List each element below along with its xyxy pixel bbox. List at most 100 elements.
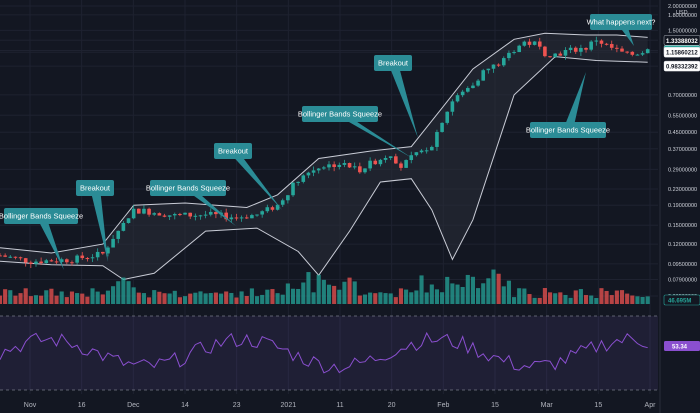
candle — [131, 208, 136, 219]
candle — [630, 51, 635, 55]
time-tick-label: 16 — [78, 402, 86, 409]
candle — [172, 214, 177, 216]
candle — [255, 214, 259, 216]
candle — [615, 47, 619, 49]
volume-bar — [378, 292, 383, 304]
callout-label: Bollinger Bands Squeeze — [146, 184, 230, 193]
price-tick-label: 1.80000000 — [668, 13, 697, 19]
callout-box — [150, 180, 226, 196]
volume-bar — [455, 284, 460, 304]
candle — [8, 256, 13, 258]
candle — [208, 211, 213, 215]
candle — [291, 182, 295, 196]
price-tick-label: 0.23000000 — [668, 187, 697, 193]
volume-bar — [126, 281, 131, 304]
candle — [54, 261, 59, 263]
volume-bar — [326, 284, 332, 304]
volume-bar — [224, 291, 229, 304]
callout-box — [590, 14, 652, 30]
candle — [486, 68, 491, 71]
candle — [584, 47, 588, 50]
volume-bar — [23, 288, 28, 304]
candle — [517, 45, 522, 53]
candle — [111, 238, 115, 248]
candle — [625, 51, 629, 53]
volume-bar — [290, 288, 296, 304]
callout-box — [374, 55, 412, 71]
candle — [239, 217, 244, 219]
volume-bar — [239, 291, 244, 304]
callout-box — [76, 180, 114, 196]
callout-label: Bollinger Bands Squeeze — [298, 110, 382, 119]
volume-bar — [280, 294, 285, 304]
volume-bar — [496, 273, 501, 304]
time-axis[interactable]: Nov 16 Dec 14 23 2021 11 20 Feb 15 Mar 15 Apr — [24, 402, 656, 409]
volume-bar — [141, 293, 146, 304]
volume-bar — [162, 293, 167, 304]
volume-bar — [404, 289, 409, 304]
candle — [178, 214, 182, 216]
candle — [23, 258, 28, 263]
candle — [34, 261, 38, 264]
volume-bar — [409, 292, 414, 304]
volume-bar — [311, 292, 316, 304]
volume-bar — [244, 295, 249, 304]
volume-bar — [44, 290, 49, 304]
candle — [543, 46, 547, 57]
candle — [507, 52, 511, 59]
candle — [260, 211, 264, 215]
candle — [620, 48, 624, 52]
price-tick-label: 0.15000000 — [668, 223, 697, 229]
volume-bar — [465, 274, 470, 304]
candle — [0, 255, 2, 257]
volume-bar — [542, 288, 547, 304]
candle — [183, 212, 187, 215]
candle — [116, 230, 121, 239]
volume-bar — [645, 296, 650, 304]
callout-pointer — [228, 151, 282, 210]
volume-bar — [229, 292, 234, 304]
candle — [471, 85, 475, 89]
volume-bar — [301, 282, 306, 304]
volume-bar — [429, 284, 434, 304]
candle — [640, 53, 645, 55]
candle — [548, 56, 552, 58]
callout-pointer — [90, 188, 108, 262]
candle — [430, 146, 434, 151]
callout-box — [530, 122, 606, 138]
rsi-line — [0, 331, 648, 374]
volume-bar — [553, 293, 558, 304]
price-tick-label: 0.70000000 — [668, 93, 697, 99]
candle — [306, 172, 311, 176]
volume-bar — [506, 280, 511, 304]
candle — [594, 40, 599, 42]
candle — [280, 200, 285, 205]
volume-bar — [157, 291, 162, 304]
callout-label: Bollinger Bands Squeeze — [526, 126, 610, 135]
callout-box — [214, 143, 252, 159]
callout-label: Breakout — [80, 184, 111, 193]
volume-bar — [558, 292, 563, 304]
volume-bar — [0, 295, 3, 304]
volume-bar — [95, 291, 100, 304]
candle — [126, 218, 131, 223]
volume-label-box — [663, 294, 700, 306]
time-tick-label: 23 — [233, 402, 241, 409]
volume-bar — [476, 288, 481, 304]
volume-bar — [208, 293, 213, 304]
volume-bar — [388, 293, 393, 304]
candle — [275, 204, 280, 210]
volume-bar — [59, 291, 64, 304]
volume-bar — [362, 294, 368, 304]
candle — [90, 257, 95, 259]
time-tick-label: 2021 — [281, 402, 297, 409]
volume-bar — [332, 285, 337, 304]
volume-bar — [440, 292, 445, 304]
candle — [404, 160, 408, 168]
candle — [373, 160, 378, 165]
volume-bar — [54, 295, 59, 304]
volume-bar — [532, 297, 537, 304]
candle — [440, 122, 444, 132]
candle — [224, 212, 228, 220]
rsi-label-box — [664, 341, 700, 351]
